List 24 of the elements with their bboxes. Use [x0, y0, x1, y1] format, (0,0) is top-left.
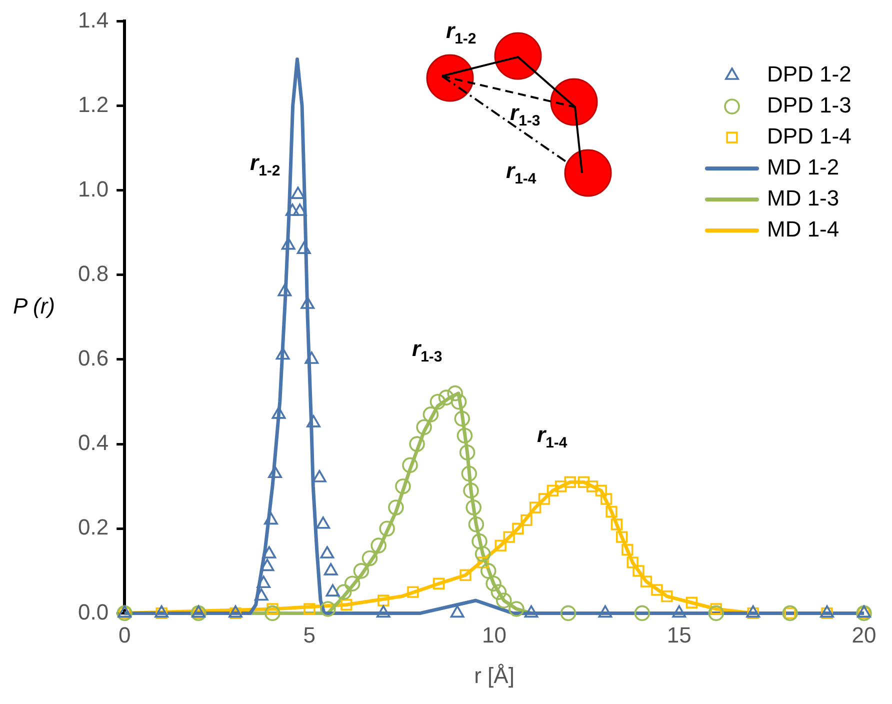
x-tick-label: 15: [666, 622, 692, 648]
legend-label: MD 1-4: [767, 216, 840, 242]
legend-label: DPD 1-4: [767, 124, 852, 149]
x-axis-title: r [Å]: [474, 662, 514, 688]
annotation: r$_{1-4}$: [537, 422, 568, 452]
y-tick-label: 0.8: [78, 260, 109, 286]
y-tick-label: 0.0: [78, 599, 109, 624]
y-tick-label: 1.0: [78, 176, 109, 202]
annotation: r$_{1-2}$: [250, 150, 280, 180]
legend-label: DPD 1-2: [767, 62, 852, 87]
x-tick-label: 0: [118, 622, 131, 648]
y-tick-label: 0.4: [78, 430, 109, 456]
y-tick-label: 0.6: [78, 346, 109, 371]
legend-label: DPD 1-3: [767, 92, 852, 118]
legend-label: MD 1-3: [767, 186, 840, 211]
x-tick-label: 20: [852, 622, 876, 648]
y-tick-label: 0.2: [78, 514, 109, 540]
y-tick-label: 1.2: [78, 92, 109, 117]
x-tick-label: 5: [303, 622, 316, 648]
y-tick-label: 1.4: [78, 7, 109, 32]
x-tick-label: 10: [482, 622, 507, 648]
y-axis-title: P (r): [13, 293, 55, 318]
annotation: r$_{1-3}$: [412, 336, 442, 366]
legend-label: MD 1-2: [767, 154, 840, 180]
